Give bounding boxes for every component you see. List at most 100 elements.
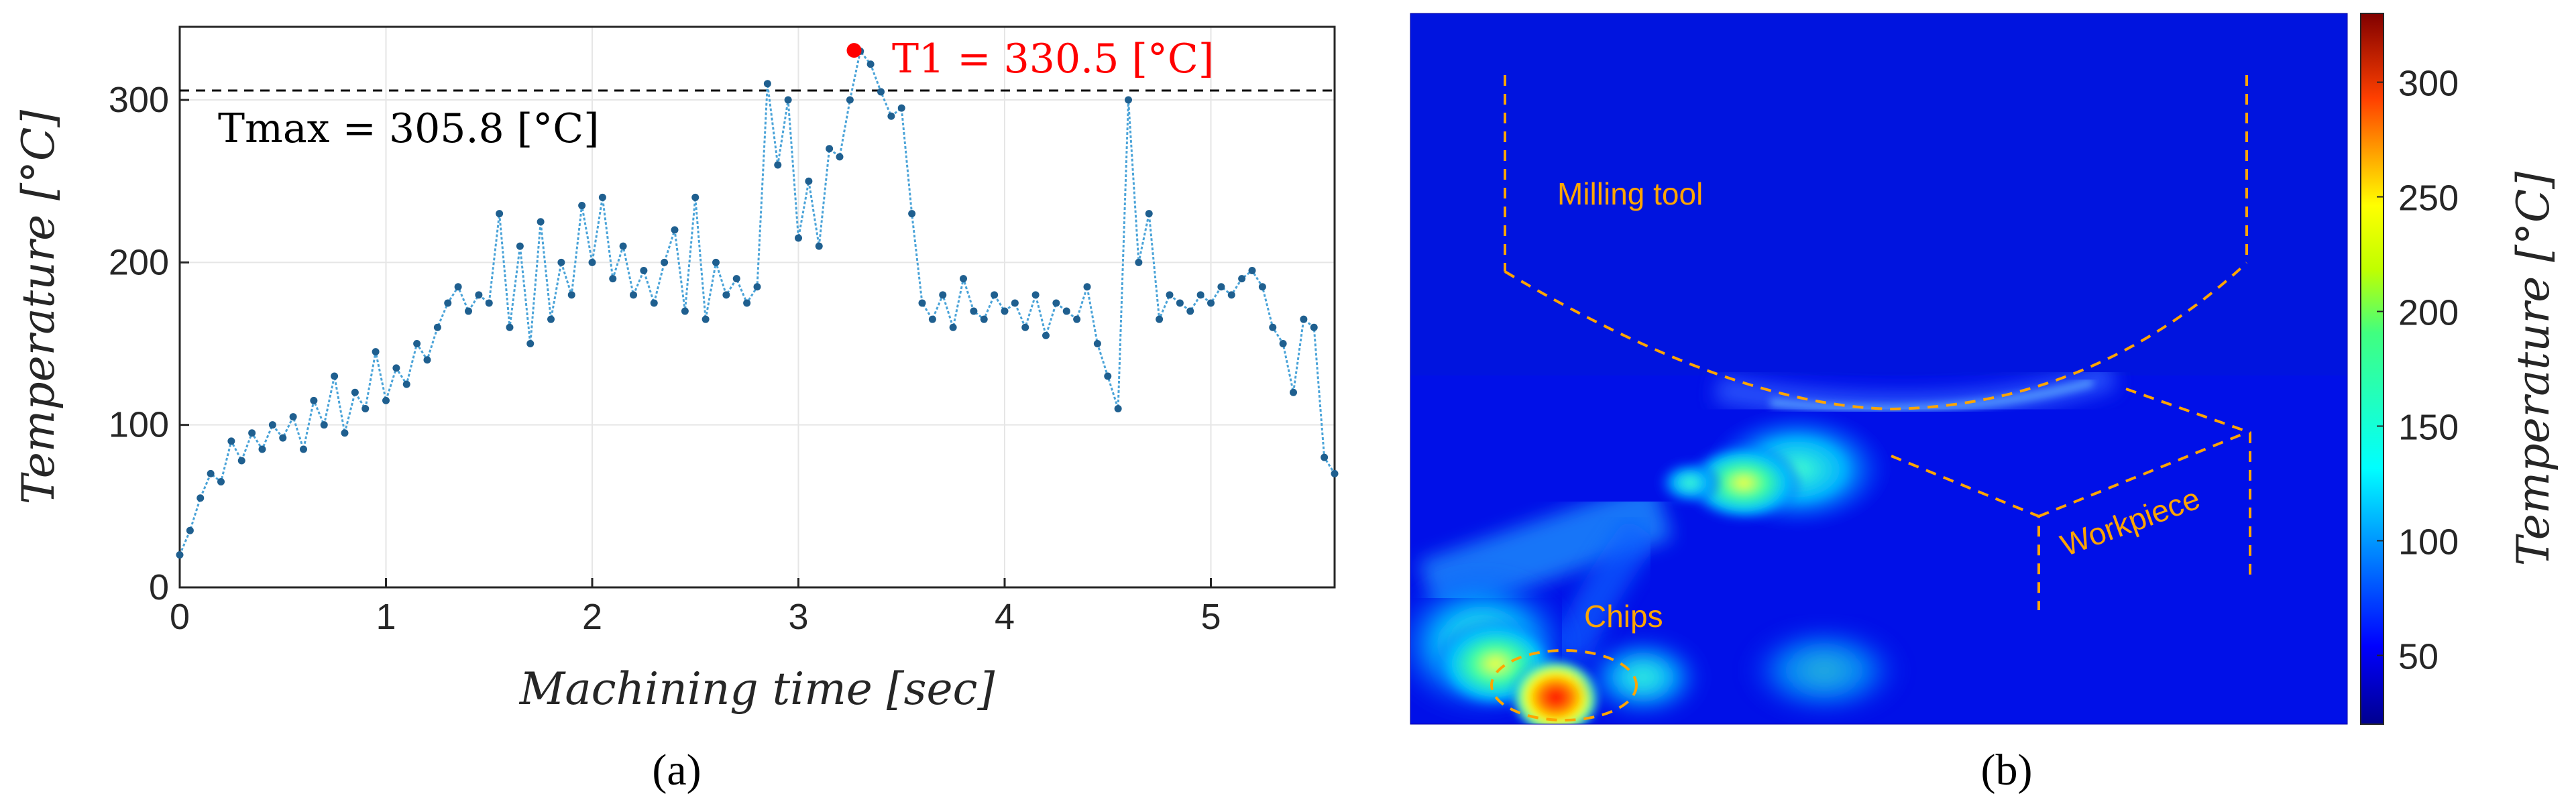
heatmap-panel-b: Milling tool Workpiece Chips 50100150200… <box>1410 13 2559 795</box>
data-point <box>640 266 648 274</box>
data-point <box>1156 315 1164 323</box>
data-point <box>1073 315 1081 323</box>
panel-label-b: (b) <box>1981 746 2033 795</box>
data-point <box>763 80 771 88</box>
data-point <box>1176 299 1184 307</box>
data-point <box>908 210 916 218</box>
x-tick-label: 4 <box>995 597 1015 637</box>
data-point <box>815 242 823 250</box>
data-point <box>846 96 854 104</box>
x-tick-label: 3 <box>788 597 808 637</box>
data-point <box>1310 323 1318 331</box>
data-point <box>1290 388 1297 396</box>
line-chart-panel-a: 0 1 2 3 4 5 0 100 200 300 Tmax = 305.8 [°C] T1 =… <box>13 25 1339 795</box>
data-point <box>588 258 596 266</box>
temperature-series <box>176 47 1339 559</box>
data-point <box>475 291 483 299</box>
data-point <box>423 356 431 364</box>
data-point <box>361 404 370 412</box>
data-point <box>351 388 359 396</box>
y-axis: 0 100 200 300 <box>109 80 189 608</box>
data-point <box>557 258 565 266</box>
y-tick-label: 200 <box>109 242 169 282</box>
data-point <box>960 275 967 283</box>
chips-outline <box>1490 649 1638 721</box>
data-point <box>1104 372 1112 380</box>
data-point <box>454 283 462 291</box>
data-point <box>310 396 318 404</box>
data-point <box>939 291 947 299</box>
axes-box <box>178 25 1336 589</box>
data-point <box>897 104 905 112</box>
data-point <box>774 161 782 169</box>
annotation-chips: Chips <box>1584 599 1663 634</box>
data-point <box>1196 291 1205 299</box>
colorbar-tick-label: 50 <box>2398 636 2439 677</box>
data-point <box>516 242 524 250</box>
data-point <box>991 291 999 299</box>
data-point <box>433 323 441 331</box>
data-point <box>485 299 493 307</box>
data-point <box>197 494 205 502</box>
data-point <box>1238 275 1246 283</box>
data-point <box>732 275 740 283</box>
data-point <box>186 526 194 534</box>
data-point <box>722 291 730 299</box>
data-point <box>949 323 957 331</box>
peak-point <box>846 43 862 58</box>
data-point <box>661 258 669 266</box>
data-point <box>279 434 287 442</box>
data-point <box>681 307 689 315</box>
data-point <box>413 340 421 348</box>
data-point <box>1248 266 1256 274</box>
peak-annotation: T1 = 330.5 [°C] <box>892 36 1214 82</box>
data-point <box>1042 331 1050 339</box>
data-point <box>496 210 504 218</box>
data-point <box>805 177 813 185</box>
data-point <box>526 340 535 348</box>
data-point <box>578 202 586 210</box>
data-point <box>1258 283 1266 291</box>
data-point <box>1083 283 1091 291</box>
data-point <box>567 291 575 299</box>
data-point <box>1052 299 1060 307</box>
colorbar <box>2360 13 2384 725</box>
data-point <box>207 469 215 477</box>
data-point <box>382 396 390 404</box>
data-point <box>1186 307 1194 315</box>
data-point <box>1300 315 1308 323</box>
x-tick-label: 1 <box>376 597 396 637</box>
data-point <box>176 551 184 559</box>
data-point <box>258 445 266 453</box>
x-tick-label: 0 <box>170 597 190 637</box>
data-point <box>1021 323 1029 331</box>
panel-label-a: (a) <box>652 746 701 795</box>
region-outlines <box>1490 75 2251 721</box>
data-point <box>537 218 545 226</box>
data-point <box>320 421 328 429</box>
data-point <box>227 437 235 445</box>
data-point <box>331 372 339 380</box>
heatmap-frame <box>1410 13 2348 725</box>
tool-outline-arc <box>1504 262 2248 411</box>
data-point <box>691 193 699 201</box>
data-point <box>1207 299 1215 307</box>
data-point <box>402 380 410 388</box>
data-point <box>237 457 245 465</box>
x-tick-label: 5 <box>1200 597 1221 637</box>
colorbar-tick-label: 150 <box>2398 407 2459 447</box>
data-point <box>547 315 555 323</box>
data-point <box>1135 258 1143 266</box>
thermal-image <box>1410 13 2347 724</box>
data-point <box>444 299 452 307</box>
data-point <box>753 283 761 291</box>
data-point <box>1166 291 1174 299</box>
data-point <box>1269 323 1277 331</box>
data-point <box>928 315 936 323</box>
data-point <box>372 348 380 356</box>
data-point <box>1001 307 1009 315</box>
data-point <box>671 226 679 234</box>
colorbar-tick-label: 250 <box>2398 178 2459 219</box>
data-point <box>1093 340 1101 348</box>
y-axis-label: Temperature [°C] <box>13 110 64 505</box>
